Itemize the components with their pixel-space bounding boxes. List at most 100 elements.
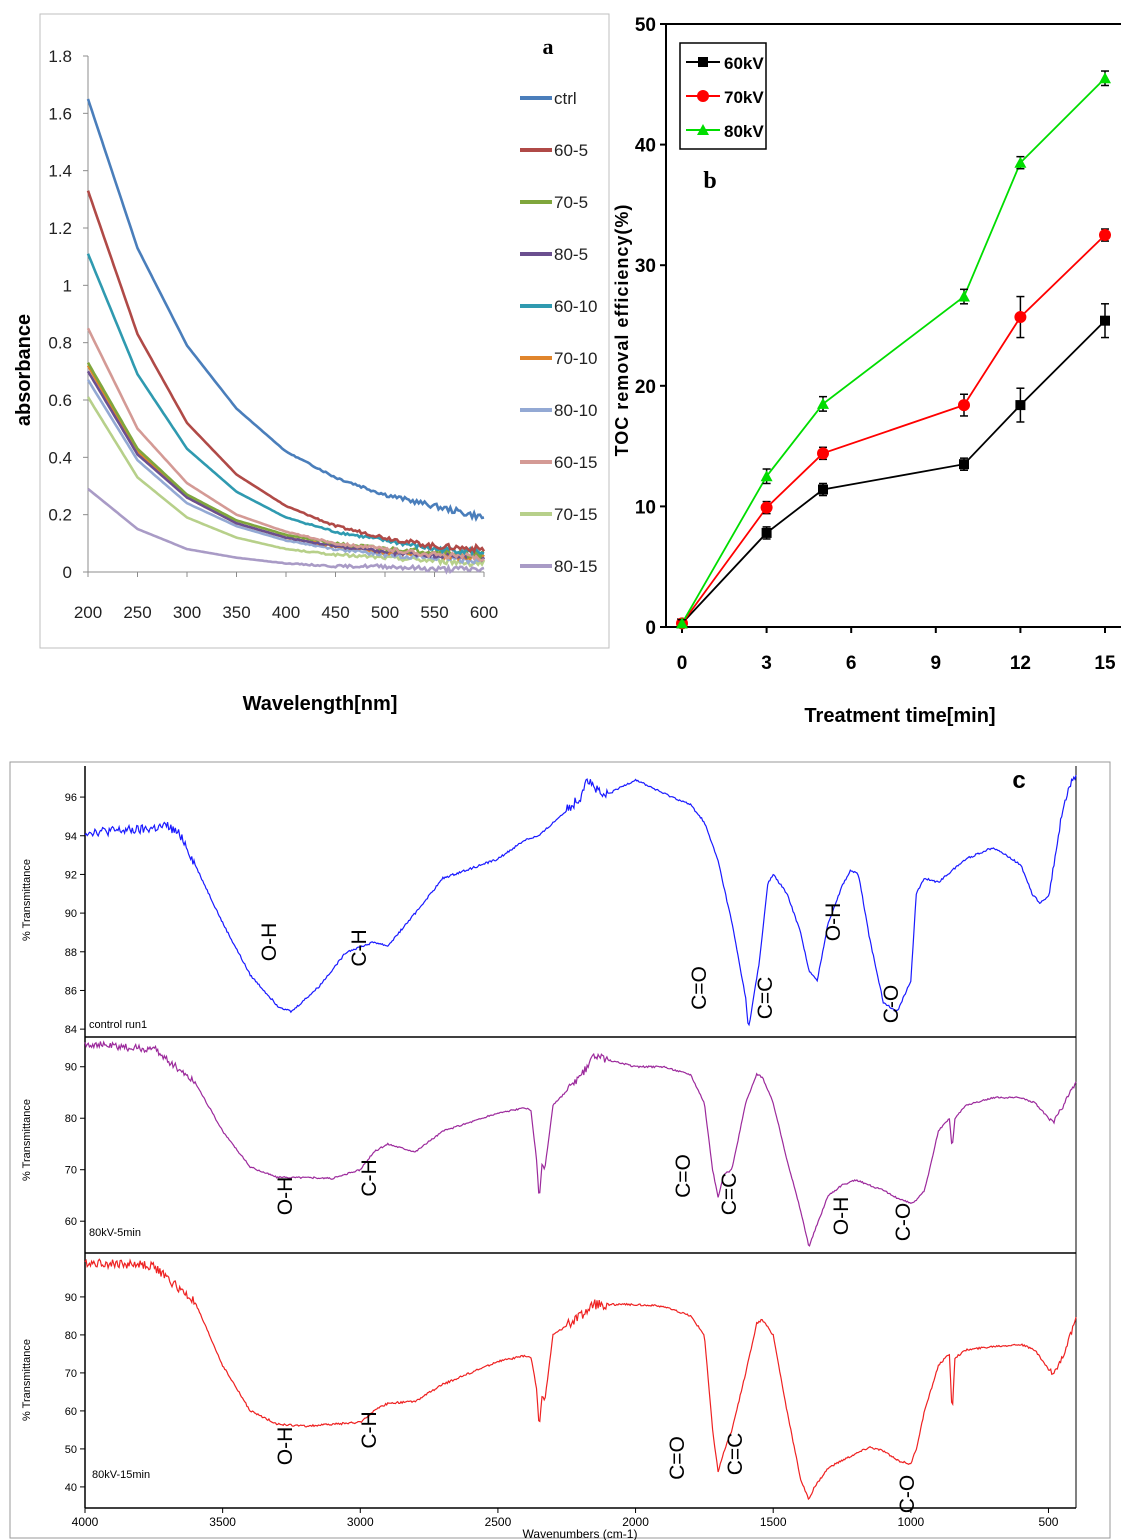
series-line-60kV: [681, 320, 1106, 625]
x-tick-label: 500: [371, 603, 399, 622]
panel-a-letter: a: [543, 34, 554, 59]
x-tick-label: 12: [1010, 653, 1031, 674]
legend-label-70-10: 70-10: [554, 349, 597, 368]
data-point-80kV: [1099, 72, 1111, 84]
panel-c-frame: [9, 761, 1111, 1539]
legend-label-70kV: 70kV: [724, 88, 764, 107]
y-tick-label: 90: [65, 1062, 77, 1074]
y-axis-title: absorbance: [13, 314, 35, 426]
legend-label-80-10: 80-10: [554, 401, 597, 420]
x-axis-title: Treatment time[min]: [804, 705, 995, 727]
y-tick-label: 0: [645, 618, 656, 639]
subplot-y-title: % Transmittance: [21, 1099, 33, 1181]
y-tick-label: 40: [635, 136, 656, 157]
chart-panel-a: 0 0.2 0.4 0.6 0.8 1 1.2 1.4 1.6 1.8 200 250 300 350 40…: [13, 13, 610, 715]
data-point-60kV: [818, 484, 828, 495]
x-tick-label: 4000: [72, 1515, 99, 1529]
y-tick-label: 70: [65, 1165, 77, 1177]
y-tick-label: 96: [65, 792, 77, 804]
data-point-80kV: [817, 397, 829, 409]
series-line-60-5: [86, 190, 486, 555]
legend-label-60-15: 60-15: [554, 453, 597, 472]
y-tick-label: 1.8: [48, 47, 72, 66]
x-tick-label: 300: [173, 603, 201, 622]
data-point-70kV: [817, 447, 829, 460]
data-point-70kV: [1014, 311, 1027, 324]
x-tick-label: 2000: [622, 1515, 649, 1529]
x-axis-title: Wavelength[nm]: [243, 693, 398, 715]
data-point-80kV: [676, 617, 688, 629]
spectrum-line-0: [84, 774, 1077, 1027]
peak-annotation: O-H: [258, 923, 281, 962]
peak-annotation: C=C: [754, 977, 777, 1020]
x-tick-label: 200: [74, 603, 102, 622]
y-tick-label: 90: [65, 1292, 77, 1304]
x-tick-label: 250: [123, 603, 151, 622]
peak-annotation: C-H: [348, 929, 371, 966]
y-tick-label: 1.2: [48, 219, 72, 238]
panel-b-letter: b: [703, 168, 716, 194]
x-tick-label: 600: [470, 603, 498, 622]
y-tick-label: 0.4: [48, 448, 72, 467]
peak-annotation: C-O: [896, 1475, 919, 1514]
chart-panel-b: 0 10 20 30 40 50 0 3 6 9 12 15 TOC removal efficienc…: [612, 15, 1121, 727]
peak-annotation: C=O: [672, 1154, 695, 1198]
x-tick-label: 3: [761, 653, 772, 674]
panel-c-letter: c: [1012, 767, 1025, 794]
series-line-60-10: [86, 253, 485, 557]
x-tick-label: 3000: [347, 1515, 374, 1529]
y-tick-label: 80: [65, 1113, 77, 1125]
series-line-70kV: [681, 234, 1106, 624]
y-tick-label: 50: [635, 15, 656, 36]
series-line-70-5: [86, 362, 485, 562]
legend-label-60-5: 60-5: [554, 141, 588, 160]
y-tick-label: 94: [65, 831, 77, 843]
series-line-ctrl: [86, 98, 485, 522]
peak-annotation: O-H: [274, 1427, 297, 1466]
data-point-60kV: [1100, 315, 1110, 326]
subplot-label: control run1: [89, 1019, 147, 1031]
series-line-60-15: [86, 327, 485, 562]
data-point-70kV: [958, 399, 970, 412]
series-line-70-15: [86, 396, 486, 568]
data-point-60kV: [1015, 400, 1026, 411]
y-tick-label: 30: [635, 256, 656, 277]
x-tick-label: 6: [846, 653, 857, 674]
peak-annotation: O-H: [830, 1197, 853, 1236]
subplot-y-title: % Transmittance: [21, 859, 33, 941]
x-tick-label: 15: [1094, 653, 1116, 674]
x-tick-label: 500: [1038, 1515, 1058, 1529]
y-tick-label: 0.2: [48, 506, 72, 525]
data-point-80kV: [760, 470, 773, 482]
peak-annotation: C=O: [666, 1436, 689, 1480]
legend-marker-60kV: [698, 57, 708, 67]
peak-annotation: C-H: [358, 1159, 381, 1196]
x-tick-label: 1500: [760, 1515, 787, 1529]
y-tick-label: 40: [65, 1482, 77, 1494]
y-tick-label: 60: [65, 1406, 77, 1418]
legend-label-60kV: 60kV: [724, 54, 764, 73]
x-tick-label: 9: [931, 653, 942, 674]
legend-label-60-10: 60-10: [554, 297, 597, 316]
legend-label-ctrl: ctrl: [554, 89, 577, 108]
y-tick-label: 92: [65, 869, 77, 881]
y-tick-label: 0.6: [48, 391, 72, 410]
x-tick-label: 0: [677, 653, 688, 674]
x-tick-label: 2500: [485, 1515, 512, 1529]
y-tick-label: 84: [65, 1024, 77, 1036]
data-point-60kV: [761, 527, 772, 538]
peak-annotation: C=O: [688, 966, 711, 1010]
spectrum-line-2: [84, 1258, 1077, 1501]
y-tick-label: 88: [65, 947, 77, 959]
y-tick-label: 70: [65, 1368, 77, 1380]
legend-label-80kV: 80kV: [724, 122, 764, 141]
x-tick-label: 350: [222, 603, 250, 622]
y-axis-title: TOC removal efficiency(%): [612, 204, 632, 457]
peak-annotation: O-H: [274, 1177, 297, 1216]
y-tick-label: 10: [635, 497, 656, 518]
data-point-70kV: [760, 501, 773, 514]
data-point-80kV: [1014, 156, 1027, 168]
peak-annotation: C-O: [892, 1203, 915, 1242]
legend-label-80-5: 80-5: [554, 245, 588, 264]
peak-annotation: C=C: [724, 1433, 747, 1476]
